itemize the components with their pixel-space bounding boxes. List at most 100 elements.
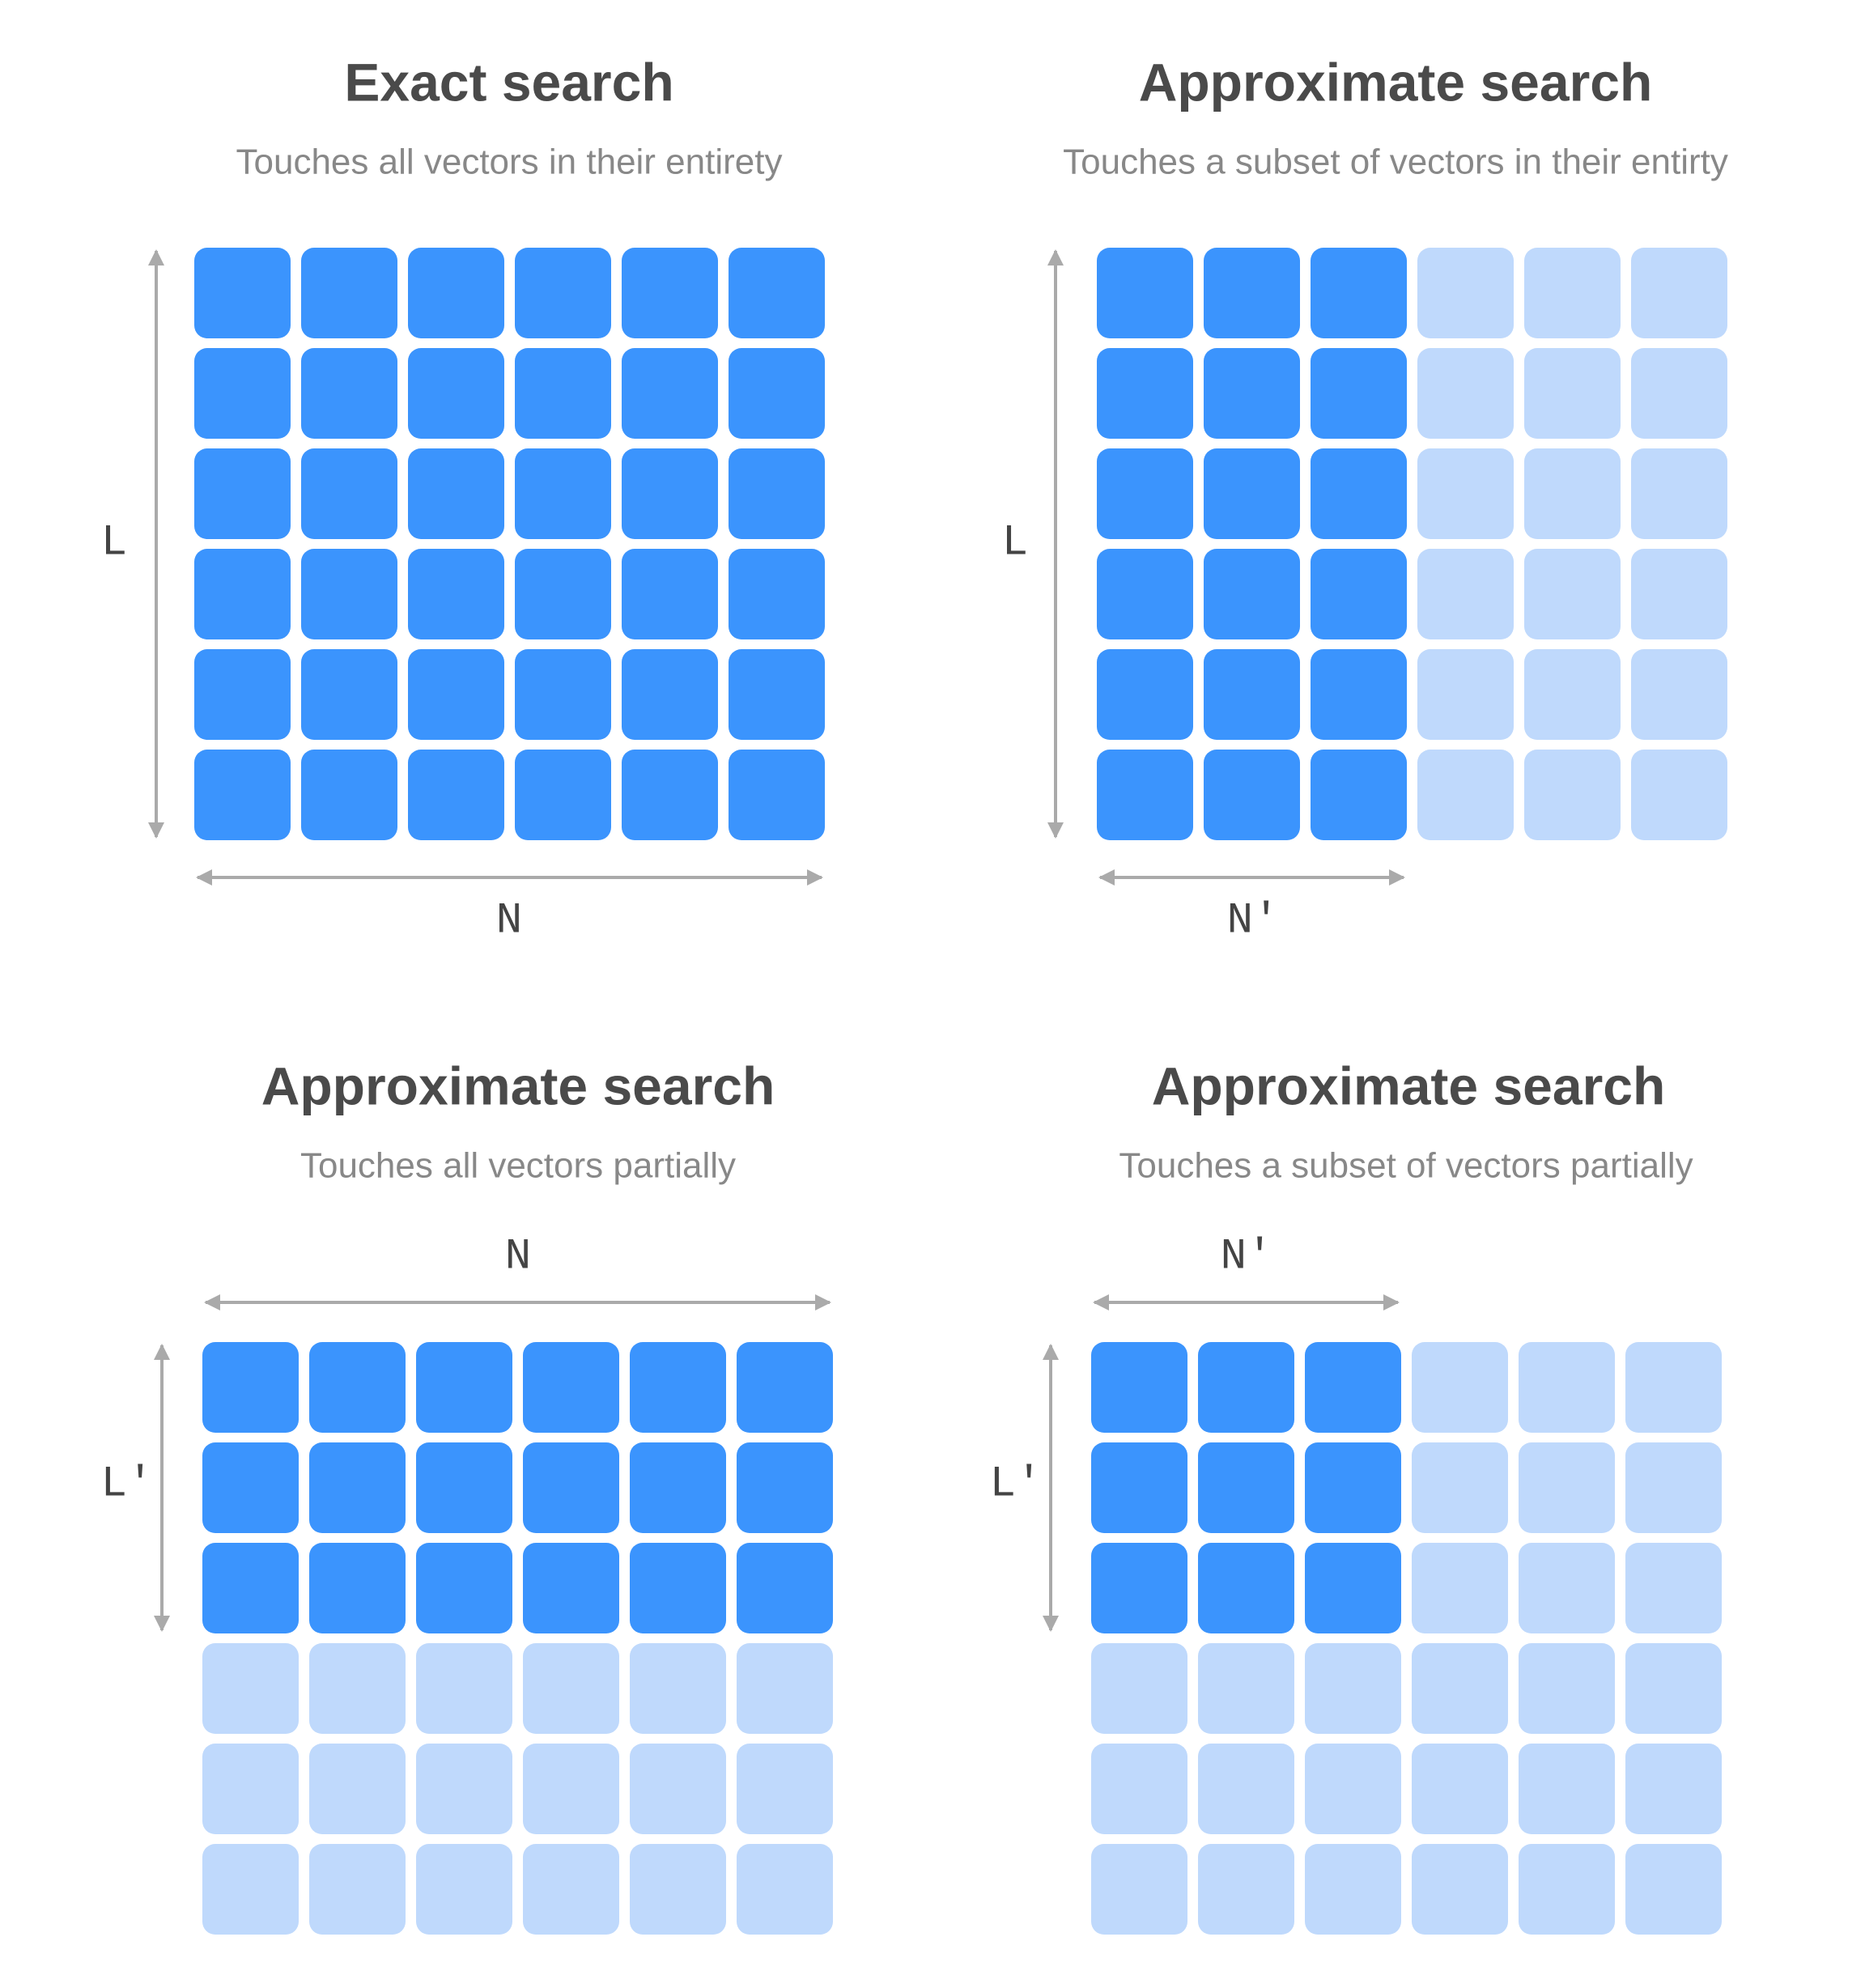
vector-cell-touched	[1305, 1442, 1401, 1533]
vector-cell-touched	[737, 1442, 833, 1533]
vector-cell-untouched	[309, 1744, 406, 1834]
vector-cell-untouched	[1305, 1744, 1401, 1834]
vector-cell-untouched	[1625, 1543, 1722, 1633]
vector-cell-touched	[1311, 448, 1407, 539]
vector-cell-untouched	[1625, 1342, 1722, 1433]
vector-cell-untouched	[1412, 1543, 1508, 1633]
vector-cell-untouched	[1412, 1442, 1508, 1533]
vector-cell-touched	[1204, 750, 1300, 840]
height-label: L′	[990, 1459, 1043, 1509]
vector-cell-touched	[408, 348, 504, 439]
vector-cell-touched	[1311, 750, 1407, 840]
vector-cell-untouched	[1412, 1342, 1508, 1433]
vector-cell-touched	[515, 750, 611, 840]
vector-cell-untouched	[1417, 549, 1514, 639]
vector-cell-touched	[622, 248, 718, 338]
vector-cell-touched	[1311, 549, 1407, 639]
vector-cell-touched	[1091, 1543, 1187, 1633]
vector-cell-untouched	[1417, 248, 1514, 338]
vector-cell-untouched	[1412, 1844, 1508, 1935]
vector-cell-untouched	[1524, 448, 1621, 539]
panel-approx-subset-partial: Approximate search Touches a subset of v…	[990, 1056, 1693, 1509]
vector-cell-untouched	[1631, 448, 1727, 539]
vector-cell-untouched	[1625, 1442, 1722, 1533]
vector-cell-touched	[1204, 248, 1300, 338]
vector-cell-untouched	[1417, 448, 1514, 539]
vector-cell-touched	[1204, 448, 1300, 539]
panel-title: Approximate search	[261, 1056, 775, 1115]
vector-cell-touched	[1097, 549, 1193, 639]
panel-exact-search: Exact search Touches all vectors in thei…	[101, 52, 783, 945]
panel-subtitle: Touches a subset of vectors partially	[1119, 1146, 1693, 1186]
vector-cell-untouched	[523, 1643, 619, 1734]
vector-cell-untouched	[202, 1744, 299, 1834]
vector-cell-touched	[523, 1442, 619, 1533]
vector-cell-touched	[622, 750, 718, 840]
vector-cell-touched	[1091, 1442, 1187, 1533]
vector-cell-untouched	[523, 1744, 619, 1834]
vector-cell-untouched	[1524, 649, 1621, 740]
vector-cell-touched	[301, 750, 397, 840]
vector-cell-untouched	[1625, 1744, 1722, 1834]
vector-cell-touched	[1097, 750, 1193, 840]
vector-cell-untouched	[1524, 549, 1621, 639]
vector-cell-untouched	[1198, 1744, 1294, 1834]
vector-cell-untouched	[1305, 1643, 1401, 1734]
vector-cell-touched	[729, 649, 825, 740]
vector-cell-touched	[301, 348, 397, 439]
vector-cell-touched	[1305, 1543, 1401, 1633]
vector-cell-untouched	[202, 1643, 299, 1734]
vector-cell-touched	[1198, 1543, 1294, 1633]
vector-cell-touched	[1198, 1442, 1294, 1533]
vector-cell-touched	[301, 649, 397, 740]
vector-cell-touched	[408, 750, 504, 840]
vector-cell-touched	[515, 549, 611, 639]
width-label: N	[505, 1232, 531, 1281]
vector-cell-touched	[1097, 649, 1193, 740]
vector-cell-touched	[194, 649, 291, 740]
vector-cell-touched	[622, 348, 718, 439]
height-label: L′	[101, 1459, 154, 1509]
vector-cell-touched	[194, 348, 291, 439]
vector-cell-untouched	[202, 1844, 299, 1935]
height-label: L	[1002, 518, 1028, 567]
vector-cell-untouched	[1625, 1643, 1722, 1734]
vector-cell-untouched	[1091, 1844, 1187, 1935]
vector-cell-untouched	[1417, 750, 1514, 840]
vector-cell-touched	[1204, 348, 1300, 439]
panel-approx-subset-entirety: Approximate search Touches a subset of v…	[1002, 52, 1728, 945]
vector-cell-untouched	[630, 1844, 726, 1935]
vector-cell-untouched	[1631, 248, 1727, 338]
vector-cell-touched	[737, 1543, 833, 1633]
vector-cell-untouched	[1519, 1342, 1615, 1433]
vector-cell-untouched	[737, 1844, 833, 1935]
vector-cell-touched	[408, 649, 504, 740]
vector-cell-touched	[630, 1342, 726, 1433]
vector-cell-touched	[1097, 248, 1193, 338]
vector-cell-touched	[515, 248, 611, 338]
vector-cell-touched	[622, 549, 718, 639]
vector-cell-touched	[630, 1442, 726, 1533]
vector-cell-touched	[729, 750, 825, 840]
vector-cell-touched	[202, 1342, 299, 1433]
vector-cell-untouched	[416, 1844, 512, 1935]
vector-cell-untouched	[1091, 1744, 1187, 1834]
vector-cell-untouched	[1198, 1844, 1294, 1935]
vector-cell-touched	[515, 348, 611, 439]
vector-cell-untouched	[737, 1643, 833, 1734]
vector-cell-touched	[301, 448, 397, 539]
vector-cell-touched	[737, 1342, 833, 1433]
vector-cell-touched	[1091, 1342, 1187, 1433]
vector-cell-touched	[630, 1543, 726, 1633]
vector-cell-touched	[729, 248, 825, 338]
vector-cell-untouched	[523, 1844, 619, 1935]
width-label: N′	[1221, 1232, 1273, 1281]
vector-cell-touched	[622, 649, 718, 740]
vector-cell-touched	[1311, 248, 1407, 338]
panel-title: Approximate search	[1139, 52, 1653, 112]
vector-cell-touched	[408, 448, 504, 539]
vector-cell-touched	[1204, 649, 1300, 740]
vector-cell-touched	[408, 248, 504, 338]
vector-cell-touched	[309, 1342, 406, 1433]
height-label: L	[101, 518, 127, 567]
